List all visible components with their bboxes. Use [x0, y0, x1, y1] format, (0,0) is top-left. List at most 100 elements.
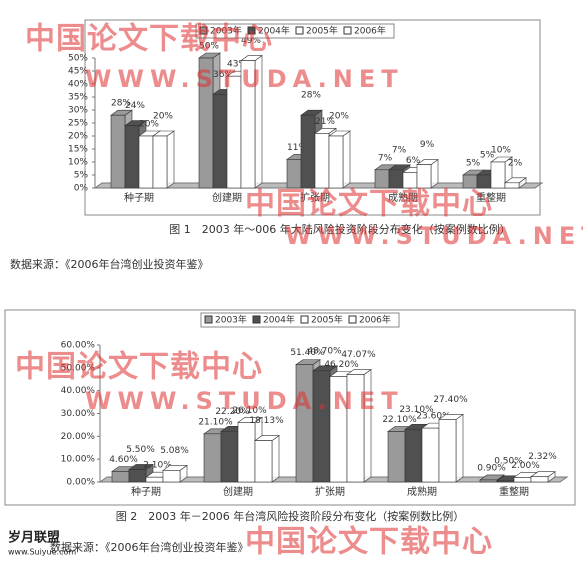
bar: [496, 480, 515, 483]
value-label: 20%: [139, 120, 159, 130]
value-label: 9%: [420, 140, 435, 150]
value-label: 22.10%: [382, 415, 417, 425]
value-label: 23.10%: [399, 405, 434, 415]
legend-label: 2005年: [311, 314, 343, 326]
bar-side: [166, 130, 175, 189]
y-tick-label: 25%: [68, 119, 88, 129]
watermark: WWW.STUDA.NET: [85, 65, 404, 93]
y-tick-label: 20%: [68, 132, 88, 142]
value-label: 5.50%: [126, 445, 155, 455]
value-label: 28%: [111, 99, 131, 109]
value-label: 43%: [227, 60, 247, 70]
value-label: 36%: [213, 70, 233, 80]
bar: [490, 161, 506, 189]
y-tick-label: 60.00%: [61, 341, 96, 351]
source-note: 数据来源：《2006年台湾创业投资年鉴》: [10, 257, 209, 271]
x-tick-label: 重整期: [499, 485, 529, 498]
legend-swatch: [295, 26, 304, 35]
bar-side: [271, 435, 280, 483]
chart-title: 图 1 2003 年～006 年大陆风险投资阶段分布变化（按案例数比例）: [169, 222, 510, 236]
y-tick-label: 50%: [68, 54, 88, 64]
y-tick-label: 10.00%: [61, 455, 96, 465]
legend-swatch: [204, 315, 213, 324]
value-label: 18.13%: [249, 416, 284, 426]
y-tick-label: 20.00%: [61, 432, 96, 442]
watermark: 中国论文下载中心: [15, 350, 263, 385]
bar: [138, 135, 154, 189]
y-tick-label: 10%: [68, 158, 88, 168]
y-tick-label: 0%: [74, 184, 89, 194]
bar: [404, 428, 423, 483]
y-tick-label: 40.00%: [61, 386, 96, 396]
bar: [111, 471, 130, 483]
x-tick-label: 创建期: [212, 191, 242, 204]
logo: 岁月联盟: [8, 530, 60, 546]
bar: [346, 374, 365, 483]
bar: [145, 476, 164, 483]
y-tick-label: 40%: [68, 80, 88, 90]
legend-label: 2006年: [354, 25, 386, 37]
value-label: 6%: [406, 156, 421, 166]
value-label: 0.90%: [477, 463, 506, 473]
x-tick-label: 扩张期: [300, 191, 330, 204]
value-label: 5.08%: [160, 446, 189, 456]
bar: [212, 94, 228, 189]
value-label: 21.10%: [198, 417, 233, 427]
bar: [254, 440, 273, 483]
x-tick-label: 成熟期: [407, 485, 437, 498]
value-label: 0.50%: [494, 456, 523, 466]
value-label: 24%: [125, 101, 145, 111]
bar: [530, 476, 549, 483]
bar: [314, 133, 330, 189]
bar: [504, 182, 520, 189]
value-label: 26.10%: [232, 406, 267, 416]
x-tick-label: 种子期: [124, 191, 154, 204]
bar: [240, 60, 256, 189]
bar: [220, 431, 239, 483]
value-label: 46.20%: [324, 360, 359, 370]
bar: [328, 135, 344, 189]
bar: [237, 422, 256, 483]
bar: [300, 114, 316, 189]
y-tick-label: 30%: [68, 106, 88, 116]
x-tick-label: 创建期: [223, 485, 253, 498]
x-tick-label: 种子期: [131, 485, 161, 498]
value-label: 22.20%: [215, 407, 250, 417]
legend-swatch: [247, 26, 256, 35]
bar: [387, 431, 406, 483]
legend-label: 2003年: [210, 25, 242, 37]
value-label: 23.60%: [416, 412, 451, 422]
value-label: 2%: [508, 158, 523, 168]
bar: [128, 469, 147, 483]
value-label: 51.40%: [290, 348, 325, 358]
value-label: 11%: [287, 143, 307, 153]
legend-label: 2006年: [359, 314, 391, 326]
y-tick-label: 50.00%: [61, 363, 96, 373]
value-label: 7%: [392, 145, 407, 155]
watermark: WWW.STUDA.NET: [285, 222, 583, 250]
bar: [203, 433, 222, 483]
y-tick-label: 15%: [68, 145, 88, 155]
legend-label: 2003年: [215, 314, 247, 326]
bar: [416, 164, 432, 189]
y-tick-label: 35%: [68, 93, 88, 103]
bar: [388, 169, 404, 189]
bar: [124, 125, 140, 189]
value-label: 4.60%: [109, 455, 138, 465]
bar: [421, 427, 440, 483]
x-tick-label: 重整期: [476, 191, 506, 204]
value-label: 2.10%: [143, 461, 172, 471]
legend-label: 2005年: [306, 25, 338, 37]
value-label: 27.40%: [433, 395, 468, 405]
legend-swatch: [348, 315, 357, 324]
watermark: WWW.STUDA.NET: [85, 387, 404, 415]
bar: [110, 114, 126, 189]
bar-side: [342, 130, 351, 189]
value-label: 2.32%: [528, 452, 557, 462]
bar: [286, 159, 302, 189]
watermark: 中国论文下载中心: [245, 187, 493, 222]
legend-swatch: [300, 315, 309, 324]
value-label: 7%: [378, 153, 393, 163]
chart-title: 图 2 2003 年－2006 年台湾风险投资阶段分布变化（按案例数比例）: [116, 509, 464, 523]
value-label: 10%: [491, 146, 511, 156]
